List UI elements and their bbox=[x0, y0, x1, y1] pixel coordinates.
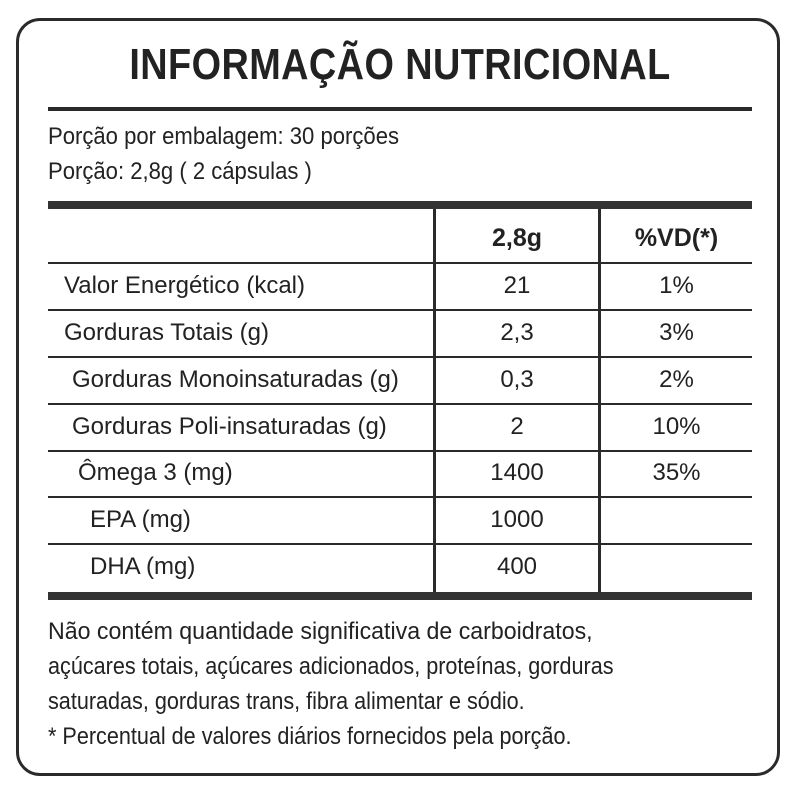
nutrient-amount: 0,3 bbox=[500, 366, 534, 393]
nutrient-daily-value: 10% bbox=[652, 413, 701, 440]
row-divider bbox=[48, 309, 752, 311]
nutrient-amount: 21 bbox=[503, 272, 531, 299]
column-divider-amount bbox=[433, 209, 436, 593]
nutrient-daily-value: 2% bbox=[659, 366, 694, 393]
row-divider bbox=[48, 543, 752, 545]
header-daily-value: %VD(*) bbox=[634, 224, 719, 252]
nutrient-name: EPA (mg) bbox=[90, 506, 191, 533]
header-amount: 2,8g bbox=[491, 224, 543, 252]
nutrient-name: Valor Energético (kcal) bbox=[64, 272, 305, 299]
nutrient-name: Gorduras Monoinsaturadas (g) bbox=[72, 366, 399, 393]
nutrient-daily-value: 35% bbox=[652, 459, 701, 486]
nutrient-amount: 1400 bbox=[490, 459, 544, 486]
table-top-rule bbox=[48, 201, 752, 209]
servings-per-package: Porção por embalagem: 30 porções bbox=[48, 123, 400, 150]
nutrient-name: Gorduras Totais (g) bbox=[64, 319, 269, 346]
row-divider bbox=[48, 496, 752, 498]
nutrient-amount: 2 bbox=[510, 413, 524, 440]
column-divider-dv bbox=[598, 209, 601, 593]
row-divider bbox=[48, 356, 752, 358]
nutrient-amount: 2,3 bbox=[500, 319, 534, 346]
title-divider bbox=[48, 107, 752, 111]
nutrient-daily-value: 3% bbox=[659, 319, 694, 346]
nutrient-name: DHA (mg) bbox=[90, 553, 196, 580]
nutrient-amount: 1000 bbox=[490, 506, 544, 533]
nutrient-name: Gorduras Poli-insaturadas (g) bbox=[72, 413, 387, 440]
footnote-line: saturadas, gorduras trans, fibra aliment… bbox=[48, 688, 525, 715]
nutrient-daily-value: 1% bbox=[659, 272, 694, 299]
footnote-line: açúcares totais, açúcares adicionados, p… bbox=[48, 653, 614, 680]
nutrient-name: Ômega 3 (mg) bbox=[78, 459, 233, 486]
row-divider bbox=[48, 450, 752, 452]
nutrition-facts-panel bbox=[16, 18, 780, 776]
footnote-line: Não contém quantidade significativa de c… bbox=[48, 618, 593, 645]
nutrient-amount: 400 bbox=[496, 553, 538, 580]
table-bottom-rule bbox=[48, 592, 752, 600]
row-divider bbox=[48, 403, 752, 405]
footnote-line: * Percentual de valores diários fornecid… bbox=[48, 723, 572, 750]
portion-size: Porção: 2,8g ( 2 cápsulas ) bbox=[48, 158, 312, 185]
label-title: INFORMAÇÃO NUTRICIONAL bbox=[129, 40, 671, 89]
row-divider bbox=[48, 262, 752, 264]
